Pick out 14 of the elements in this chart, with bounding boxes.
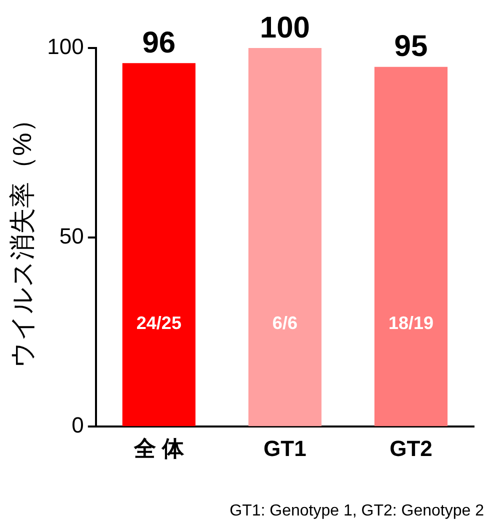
y-tick-label: 50 — [59, 223, 84, 248]
text: GT1: Genotype 1, GT2: Genotype 2 — [230, 502, 484, 520]
x-tick-label: GT2 — [390, 436, 432, 461]
annotation: 24/25 — [136, 312, 182, 333]
y-tick-label: 100 — [47, 34, 84, 60]
x-tick-label: GT1 — [264, 436, 306, 461]
data-label: 96 — [142, 26, 176, 60]
y-axis-title: ウイルス消失率（%） — [6, 106, 37, 368]
annotation: 18/19 — [388, 312, 434, 333]
y-tick-label: 0 — [72, 412, 84, 438]
data-label: 100 — [260, 11, 310, 44]
data-label: 95 — [394, 30, 428, 64]
annotation: 6/6 — [272, 312, 298, 333]
x-tick-label: 全 体 — [132, 436, 185, 461]
